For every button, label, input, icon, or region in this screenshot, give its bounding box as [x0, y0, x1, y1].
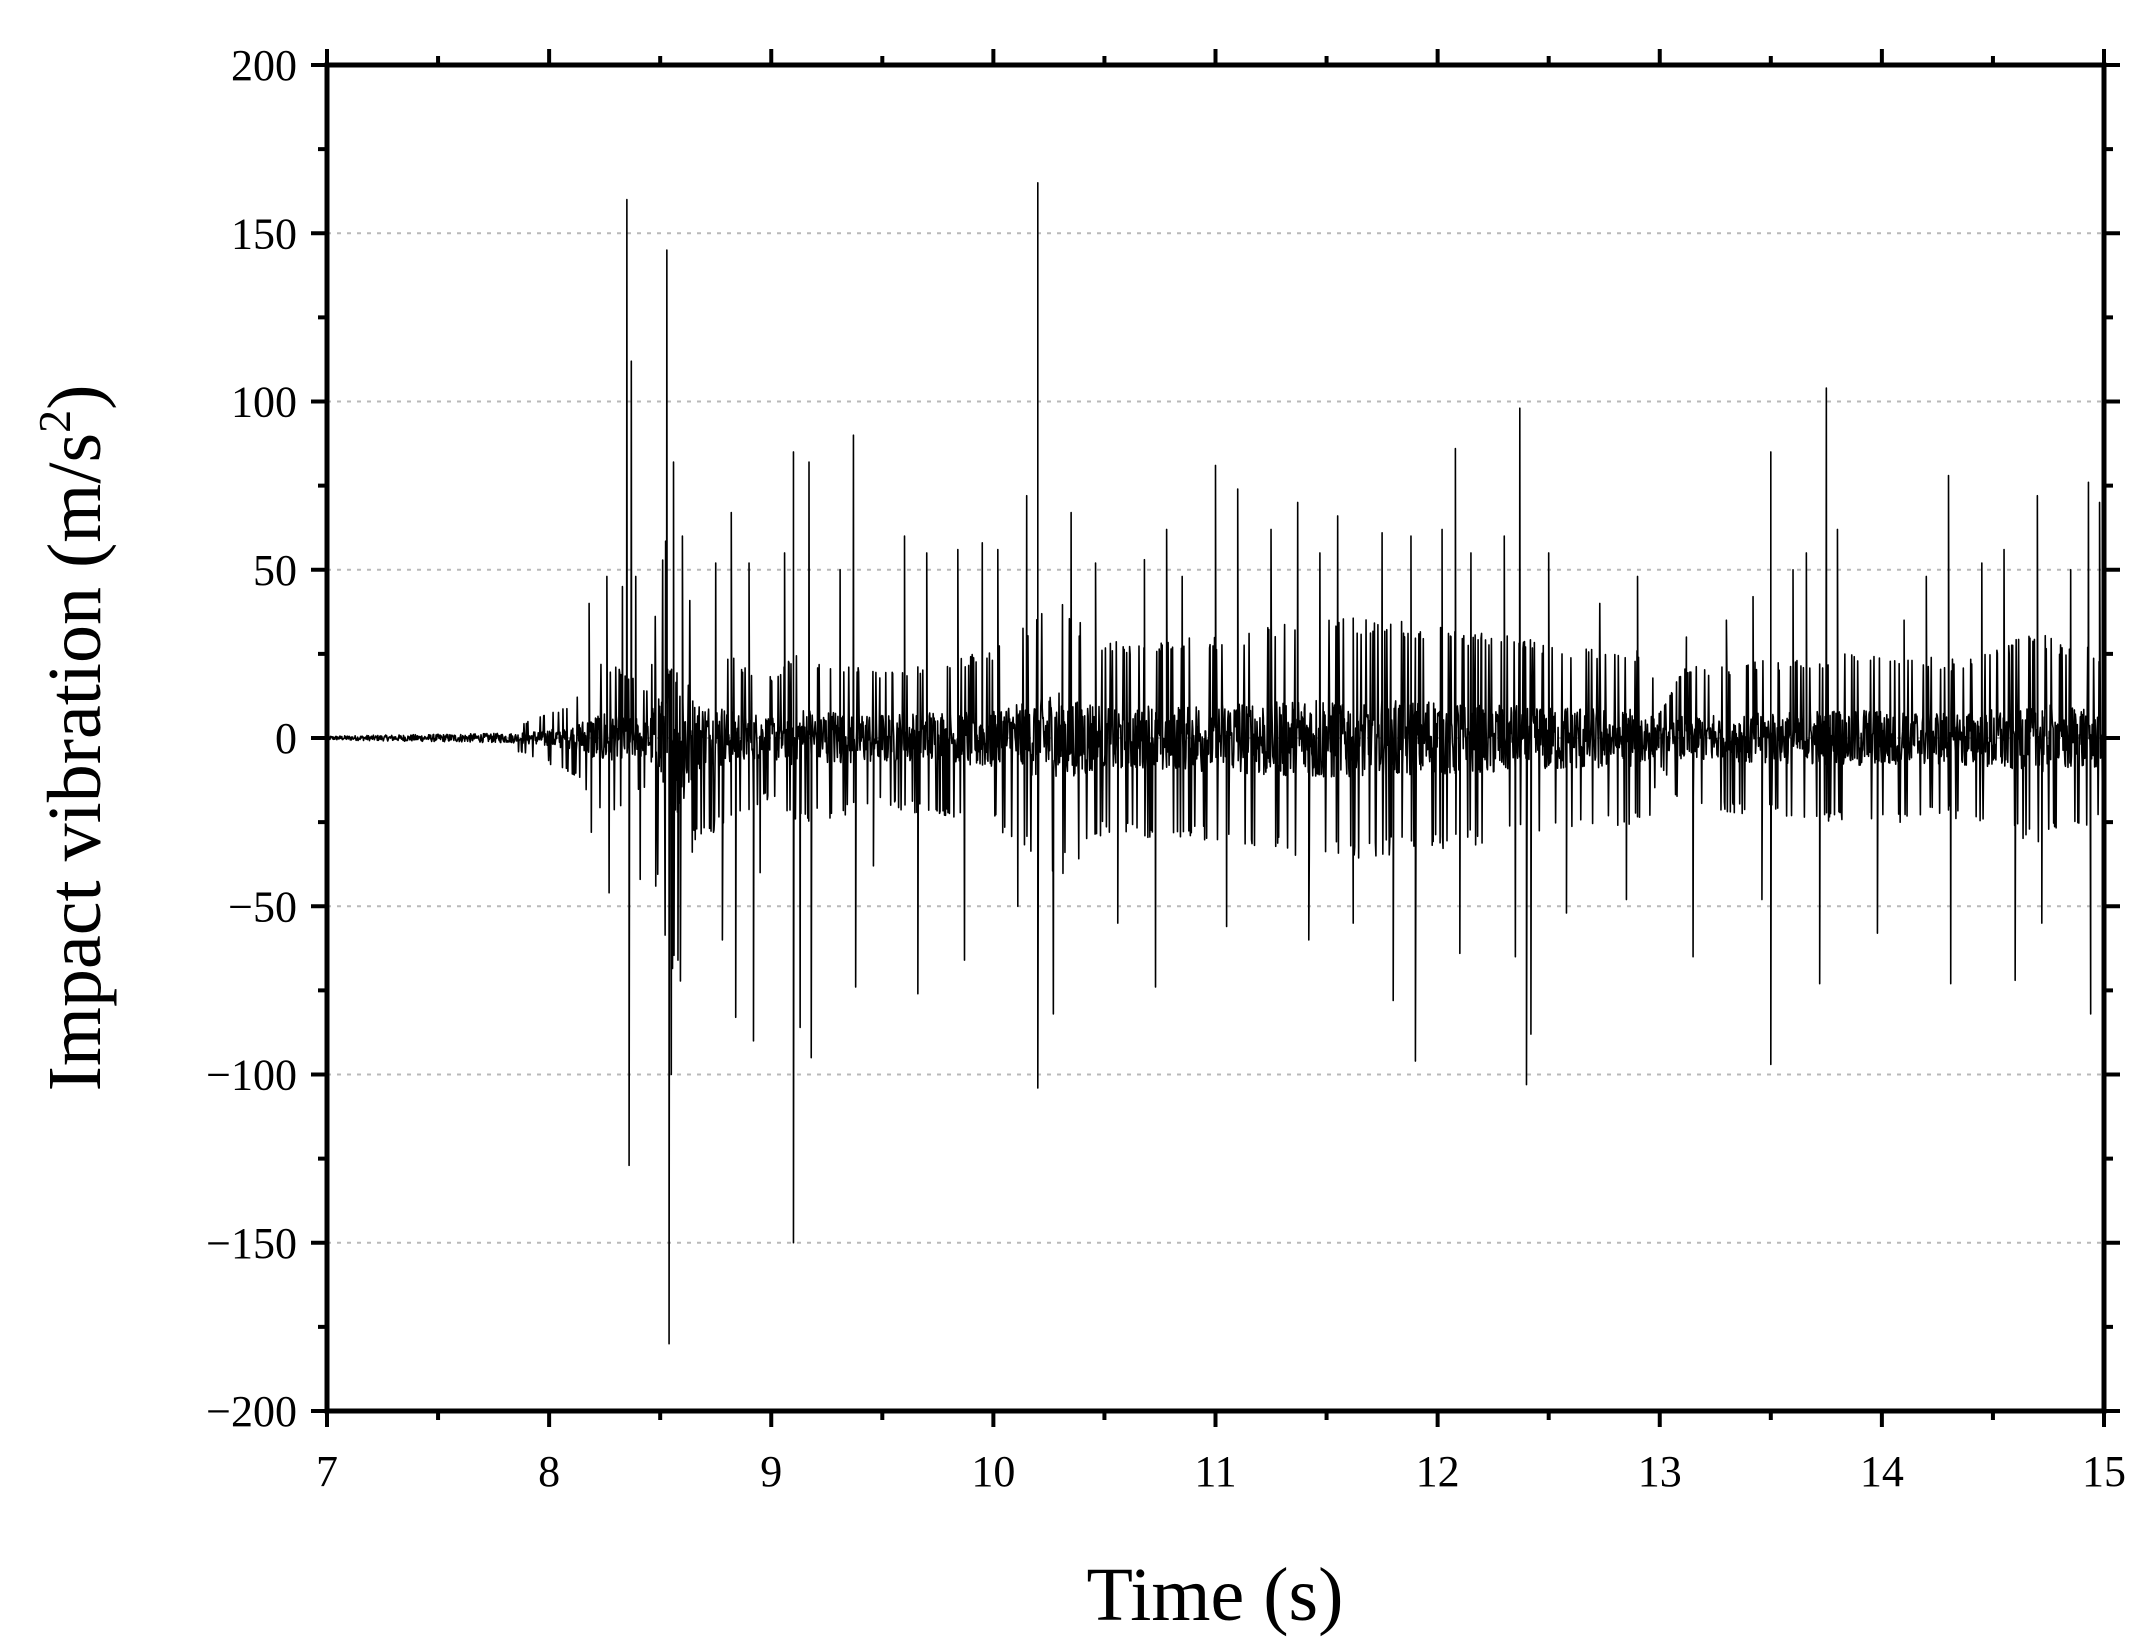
y-tick-label: −150: [206, 1219, 297, 1268]
y-tick-label: 50: [253, 546, 297, 595]
y-tick-labels: 200 150 100 50 0 −50 −100 −150 −200: [206, 41, 297, 1436]
x-tick-label: 12: [1416, 1447, 1460, 1496]
y-axis-title: Impact vibration (m/s2): [29, 385, 117, 1092]
y-tick-label: −100: [206, 1051, 297, 1100]
y-tick-label: 200: [231, 41, 297, 90]
x-tick-label: 7: [316, 1447, 338, 1496]
series-trace: [326, 181, 2105, 1345]
y-tick-label: 0: [275, 714, 297, 763]
signal-line: [326, 181, 2105, 1345]
x-tick-label: 8: [538, 1447, 560, 1496]
y-axis-title-superscript: 2: [29, 410, 80, 433]
x-tick-label: 9: [760, 1447, 782, 1496]
y-tick-label: −50: [228, 882, 297, 931]
y-tick-label: −200: [206, 1387, 297, 1436]
axis-ticks: [311, 49, 2120, 1427]
x-tick-label: 14: [1860, 1447, 1904, 1496]
x-tick-labels: 7 8 9 10 11 12 13 14 15: [316, 1447, 2126, 1496]
x-tick-label: 15: [2082, 1447, 2126, 1496]
gridlines: [327, 232, 2104, 1244]
x-axis-title: Time (s): [1087, 1553, 1344, 1637]
x-tick-label: 10: [971, 1447, 1015, 1496]
x-tick-label: 13: [1638, 1447, 1682, 1496]
y-axis-title-close: ): [33, 385, 117, 410]
y-axis-title-main: Impact vibration (m/s: [33, 433, 117, 1092]
x-tick-label: 11: [1194, 1447, 1236, 1496]
y-tick-label: 150: [231, 209, 297, 258]
y-tick-label: 100: [231, 378, 297, 427]
